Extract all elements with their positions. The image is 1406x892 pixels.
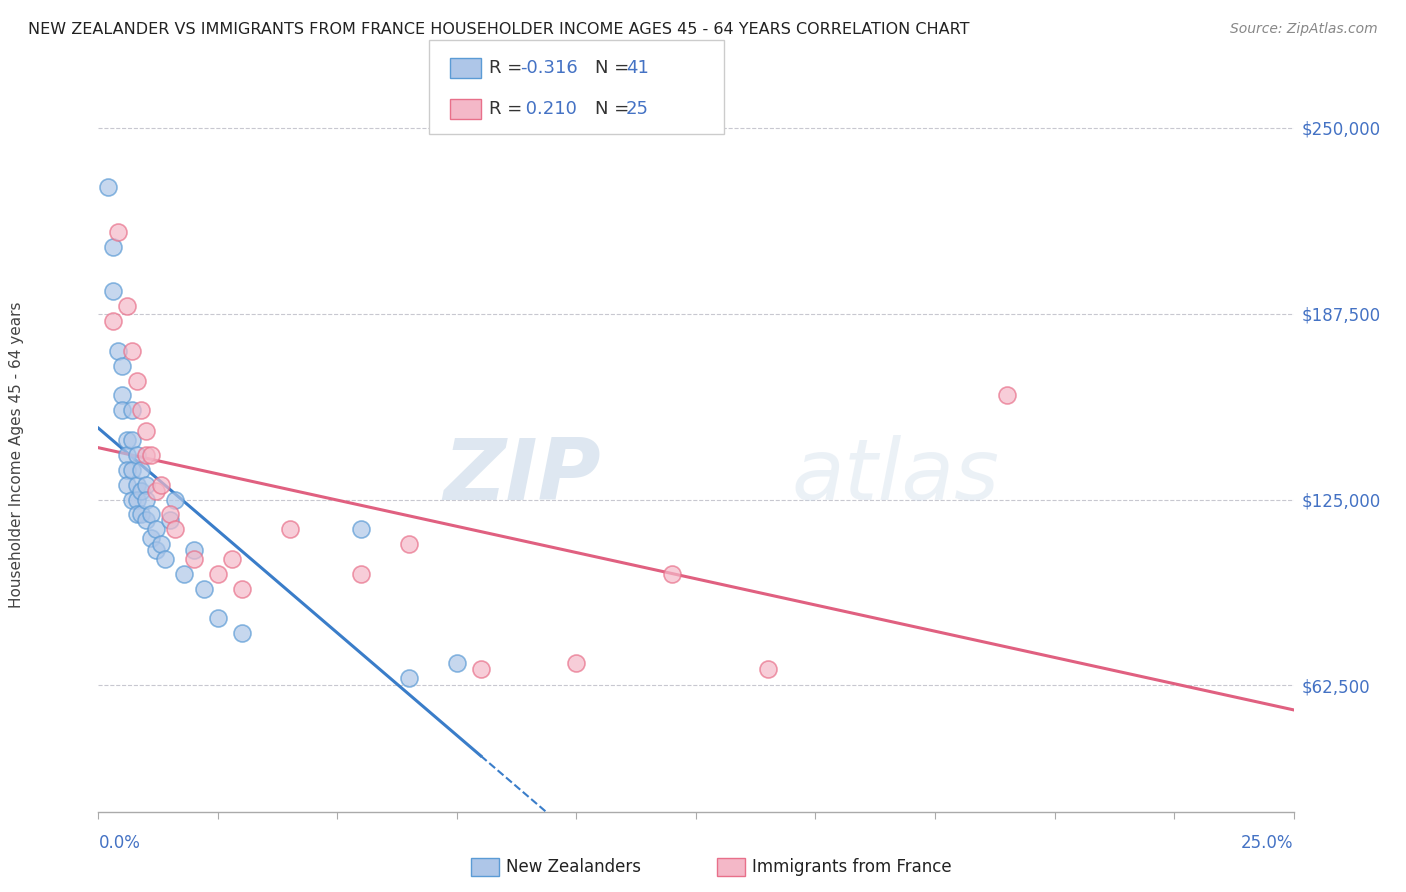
- Point: [101, 240, 124, 254]
- Point: [111, 359, 134, 373]
- Point: [131, 483, 153, 498]
- Point: [135, 513, 157, 527]
- Text: Immigrants from France: Immigrants from France: [752, 858, 952, 876]
- Text: atlas: atlas: [792, 434, 1000, 518]
- Point: [149, 537, 172, 551]
- Point: [159, 508, 181, 522]
- Point: [139, 448, 162, 462]
- Point: [125, 374, 148, 388]
- Point: [163, 492, 186, 507]
- Point: [173, 566, 195, 581]
- Point: [101, 285, 124, 299]
- Point: [470, 662, 492, 676]
- Point: [398, 671, 420, 685]
- Point: [115, 433, 138, 447]
- Point: [207, 566, 229, 581]
- Point: [149, 477, 172, 491]
- Text: 25.0%: 25.0%: [1241, 834, 1294, 852]
- Point: [135, 448, 157, 462]
- Text: 0.0%: 0.0%: [98, 834, 141, 852]
- Point: [278, 522, 301, 536]
- Point: [125, 477, 148, 491]
- Point: [131, 508, 153, 522]
- Point: [193, 582, 215, 596]
- Text: -0.316: -0.316: [520, 59, 578, 77]
- Text: 25: 25: [626, 100, 648, 118]
- Text: R =: R =: [489, 100, 529, 118]
- Point: [107, 225, 129, 239]
- Point: [125, 508, 148, 522]
- Point: [207, 611, 229, 625]
- Point: [101, 314, 124, 328]
- Text: ZIP: ZIP: [443, 434, 600, 518]
- Point: [115, 463, 138, 477]
- Point: [121, 433, 143, 447]
- Text: 41: 41: [626, 59, 648, 77]
- Point: [231, 626, 253, 640]
- Point: [231, 582, 253, 596]
- Point: [135, 424, 157, 438]
- Text: N =: N =: [595, 100, 634, 118]
- Text: NEW ZEALANDER VS IMMIGRANTS FROM FRANCE HOUSEHOLDER INCOME AGES 45 - 64 YEARS CO: NEW ZEALANDER VS IMMIGRANTS FROM FRANCE …: [28, 22, 970, 37]
- Point: [756, 662, 779, 676]
- Point: [139, 508, 162, 522]
- Point: [97, 180, 120, 194]
- Point: [121, 492, 143, 507]
- Point: [111, 403, 134, 417]
- Point: [121, 343, 143, 358]
- Point: [183, 543, 205, 558]
- Point: [661, 566, 683, 581]
- Text: 0.210: 0.210: [520, 100, 576, 118]
- Point: [139, 531, 162, 545]
- Text: Source: ZipAtlas.com: Source: ZipAtlas.com: [1230, 22, 1378, 37]
- Point: [135, 492, 157, 507]
- Point: [125, 448, 148, 462]
- Point: [121, 463, 143, 477]
- Text: R =: R =: [489, 59, 529, 77]
- Text: N =: N =: [595, 59, 634, 77]
- Point: [107, 343, 129, 358]
- Point: [995, 388, 1018, 402]
- Point: [115, 477, 138, 491]
- Point: [183, 552, 205, 566]
- Point: [121, 403, 143, 417]
- Point: [446, 656, 468, 670]
- Point: [350, 522, 373, 536]
- Point: [159, 513, 181, 527]
- Point: [145, 543, 167, 558]
- Point: [131, 403, 153, 417]
- Point: [350, 566, 373, 581]
- Point: [145, 522, 167, 536]
- Point: [565, 656, 588, 670]
- Text: New Zealanders: New Zealanders: [506, 858, 641, 876]
- Point: [111, 388, 134, 402]
- Point: [125, 492, 148, 507]
- Point: [398, 537, 420, 551]
- Point: [221, 552, 243, 566]
- Point: [115, 299, 138, 313]
- Point: [155, 552, 177, 566]
- Point: [115, 448, 138, 462]
- Point: [145, 483, 167, 498]
- Text: Householder Income Ages 45 - 64 years: Householder Income Ages 45 - 64 years: [10, 301, 24, 608]
- Point: [163, 522, 186, 536]
- Point: [135, 477, 157, 491]
- Point: [131, 463, 153, 477]
